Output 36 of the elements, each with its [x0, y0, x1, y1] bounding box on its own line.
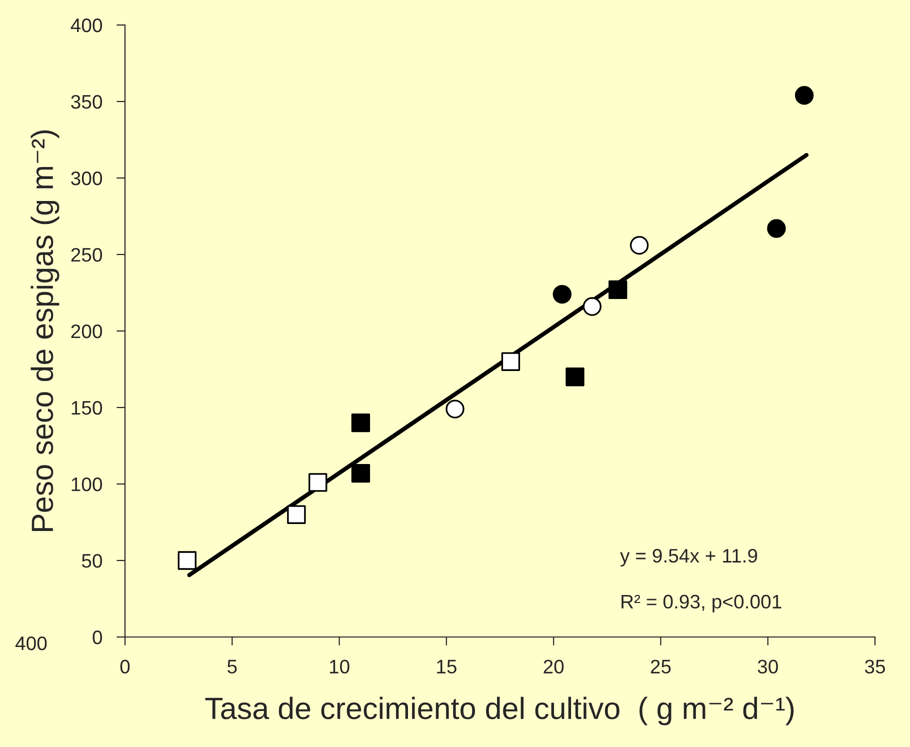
- annotation: R² = 0.93, p<0.001: [622, 594, 782, 612]
- point: [178, 551, 196, 570]
- point: [552, 284, 572, 304]
- point: [767, 219, 786, 238]
- point: [351, 464, 370, 483]
- x-axis-title: Tasa de crecimiento del cultivo ( g m⁻² d⁻¹): [205, 696, 794, 726]
- y-axis-title: Peso seco de espigas (g m⁻²): [30, 130, 60, 531]
- y-tick-label: 0: [92, 630, 102, 644]
- x-tick-label: 10: [330, 660, 350, 674]
- point: [287, 505, 306, 524]
- point: [501, 352, 520, 371]
- point: [308, 473, 328, 492]
- y-tick-label: 50: [82, 554, 102, 568]
- annotation: y = 9.54x + 11.9: [620, 548, 758, 567]
- text: 400: [15, 636, 47, 650]
- x-tick-label: 35: [864, 660, 885, 674]
- x-tick-label: 25: [650, 660, 671, 674]
- point: [566, 368, 584, 386]
- point: [608, 280, 628, 300]
- y-tick-label: 100: [72, 477, 102, 492]
- point: [582, 297, 602, 316]
- x-tick-label: 30: [758, 660, 778, 674]
- y-tick-label: 150: [72, 400, 102, 415]
- point: [446, 400, 464, 418]
- x-tick-label: 15: [437, 660, 456, 674]
- y-tick-label: 350: [71, 94, 102, 109]
- x-tick-label: 0: [120, 660, 130, 674]
- y-tick-label: 300: [71, 171, 102, 186]
- point: [351, 413, 370, 432]
- y-tick-label: 200: [71, 324, 102, 338]
- point: [630, 236, 649, 255]
- x-tick-label: 5: [228, 660, 237, 674]
- y-tick-label: 250: [71, 248, 102, 262]
- x-tick-label: 20: [544, 660, 564, 674]
- point: [794, 86, 814, 105]
- y-tick-label: 400: [70, 18, 102, 32]
